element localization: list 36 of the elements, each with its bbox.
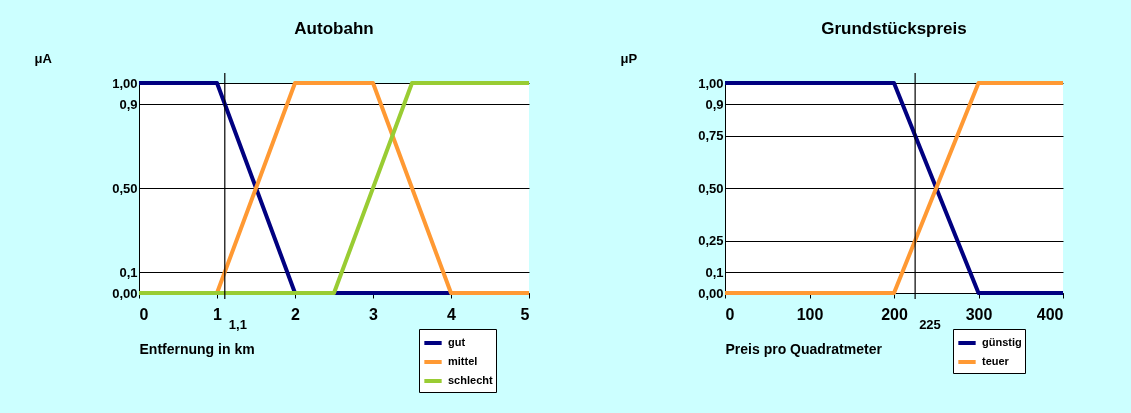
x-tick-label: 200	[881, 305, 908, 323]
x-tick-label: 3	[369, 305, 379, 323]
x-tick-label: 1	[213, 305, 223, 323]
x-tick-label: 400	[1036, 305, 1064, 323]
y-axis-title: μP	[620, 50, 638, 66]
y-tick-label: 0,9	[119, 96, 138, 112]
ref-line-label: 1,1	[228, 317, 247, 332]
x-tick-label: 0	[725, 305, 735, 323]
legend-label: mittel	[448, 355, 478, 367]
y-tick-label: 0,50	[698, 180, 724, 196]
chart-title: Grundstückspreis	[821, 19, 967, 38]
legend-label: gut	[448, 336, 466, 348]
y-tick-label: 1,00	[698, 75, 724, 91]
x-tick-label: 4	[447, 305, 457, 323]
y-tick-label: 0,75	[698, 128, 724, 143]
x-tick-label: 5	[520, 305, 530, 323]
y-tick-label: 1,00	[112, 75, 138, 91]
ref-line-label: 225	[919, 317, 941, 332]
x-axis-title: Entfernung in km	[139, 340, 255, 357]
y-axis-title: μA	[34, 50, 53, 66]
y-tick-label: 0,9	[705, 96, 724, 112]
x-tick-label: 100	[796, 305, 824, 323]
y-tick-label: 0,50	[112, 180, 138, 196]
x-axis-title: Preis pro Quadratmeter	[725, 340, 883, 357]
x-tick-label: 300	[965, 305, 993, 323]
legend-label: teuer	[982, 355, 1010, 367]
y-tick-label: 0,00	[698, 285, 724, 301]
y-tick-label: 0,00	[112, 285, 138, 301]
y-tick-label: 0,1	[119, 264, 138, 280]
y-tick-label: 0,1	[705, 264, 724, 280]
legend-label: schlecht	[448, 374, 493, 386]
x-tick-label: 0	[139, 305, 149, 323]
chart-title: Autobahn	[294, 19, 374, 38]
y-tick-label: 0,25	[698, 233, 724, 248]
legend-label: günstig	[982, 336, 1022, 348]
x-tick-label: 2	[291, 305, 301, 323]
